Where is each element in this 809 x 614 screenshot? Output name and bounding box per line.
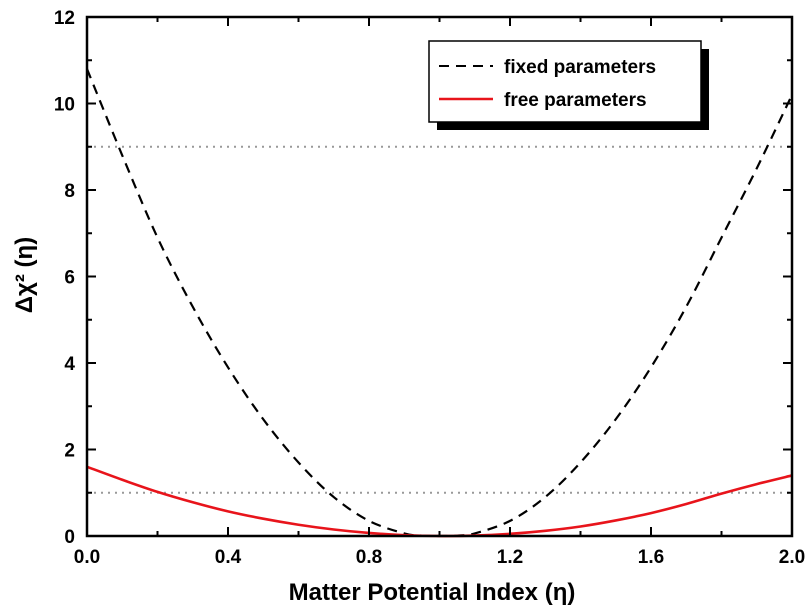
x-tick-label: 0.4 [215, 547, 242, 568]
y-axis-title: Δχ² (η) [11, 237, 38, 313]
legend-label-fixed-parameters: fixed parameters [504, 57, 656, 78]
legend: fixed parameters free parameters [428, 40, 709, 130]
x-axis-title: Matter Potential Index (η) [289, 579, 576, 606]
y-tick-label: 4 [64, 354, 75, 375]
legend-box [428, 40, 702, 123]
ticks-layer [86, 16, 793, 537]
y-tick-label: 12 [54, 8, 75, 29]
y-tick-label: 2 [64, 441, 75, 462]
reference-lines [87, 145, 792, 494]
x-tick-labels: 0.0 0.4 0.8 1.2 1.6 2.0 [74, 547, 805, 568]
series-layer [85, 68, 793, 538]
y-tick-label: 6 [64, 268, 75, 289]
legend-label-free-parameters: free parameters [504, 90, 647, 111]
x-tick-label: 0.0 [74, 547, 100, 568]
x-tick-label: 2.0 [779, 547, 805, 568]
series-line-fixed-parameters [85, 68, 793, 538]
series-line-free-parameters [86, 465, 793, 538]
x-tick-label: 1.6 [638, 547, 664, 568]
x-tick-label: 1.2 [497, 547, 523, 568]
y-tick-labels: 0 2 4 6 8 10 12 [54, 8, 76, 548]
x-tick-label: 0.8 [356, 547, 382, 568]
y-tick-label: 0 [64, 527, 75, 548]
y-tick-label: 8 [64, 181, 75, 202]
y-tick-label: 10 [54, 95, 75, 116]
